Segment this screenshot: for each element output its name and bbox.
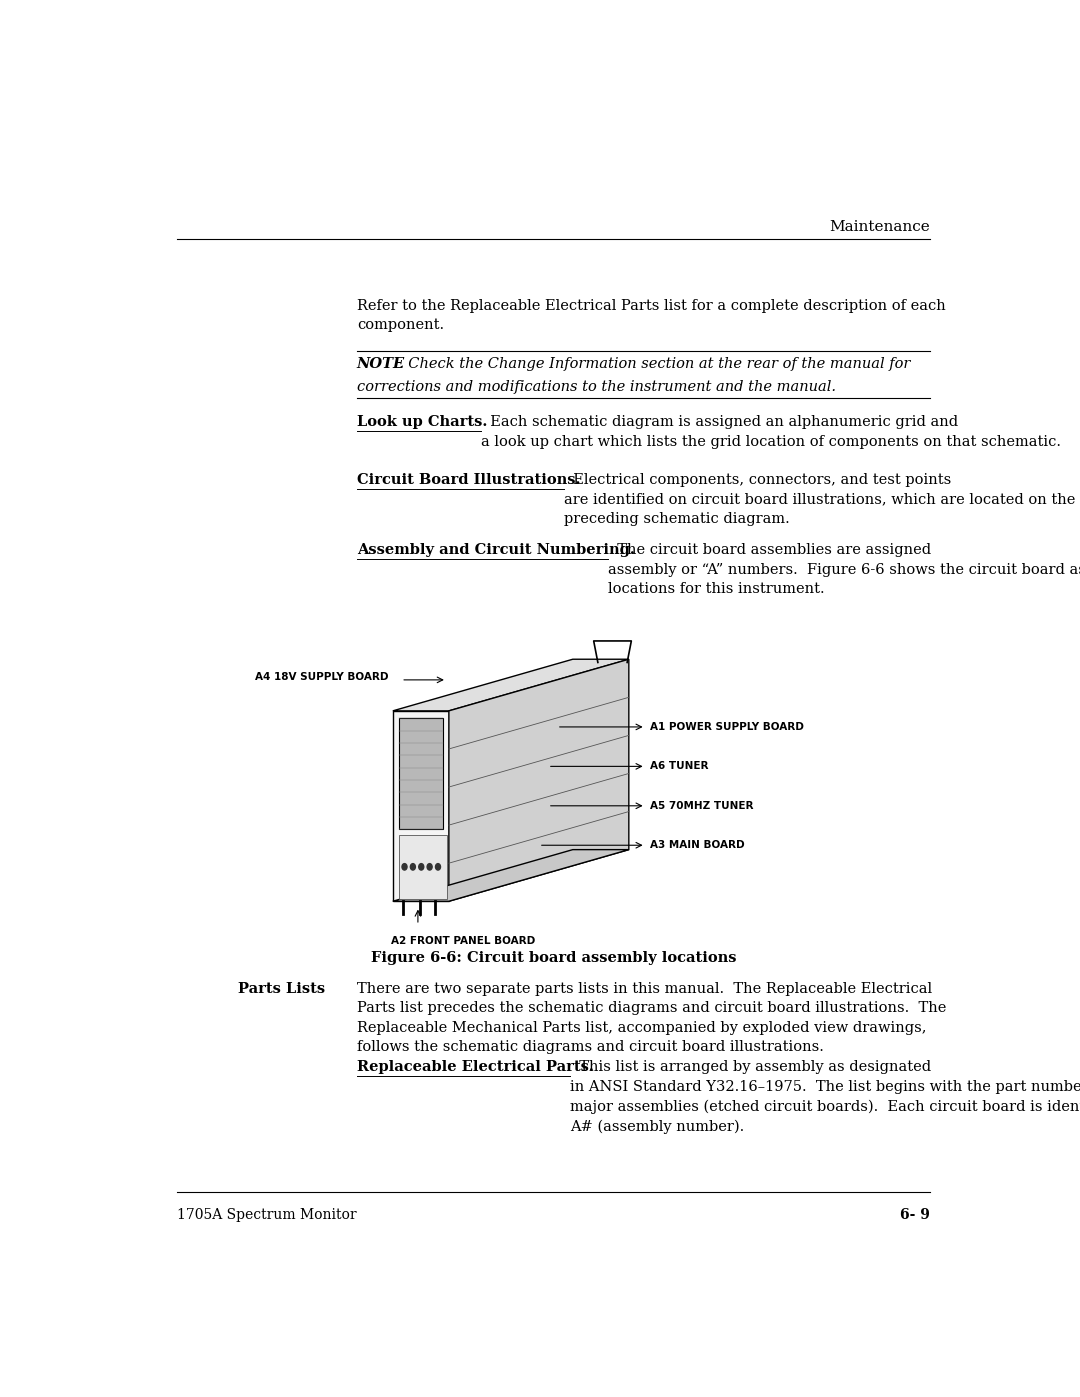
Circle shape [410, 863, 416, 870]
Text: 1705A Spectrum Monitor: 1705A Spectrum Monitor [177, 1208, 356, 1222]
Text: A1 POWER SUPPLY BOARD: A1 POWER SUPPLY BOARD [650, 722, 804, 732]
Text: NOTE: NOTE [356, 358, 405, 372]
Text: Figure 6-6: Circuit board assembly locations: Figure 6-6: Circuit board assembly locat… [370, 951, 737, 965]
Text: 6- 9: 6- 9 [901, 1208, 930, 1222]
Text: Assembly and Circuit Numbering.: Assembly and Circuit Numbering. [356, 543, 635, 557]
Circle shape [419, 863, 423, 870]
Text: Parts Lists: Parts Lists [238, 982, 325, 996]
Text: Circuit Board Illustrations.: Circuit Board Illustrations. [356, 474, 580, 488]
Polygon shape [400, 718, 443, 830]
Text: Maintenance: Maintenance [829, 221, 930, 235]
Circle shape [427, 863, 432, 870]
Text: The circuit board assemblies are assigned
assembly or “A” numbers.  Figure 6-6 s: The circuit board assemblies are assigne… [608, 543, 1080, 597]
Text: Look up Charts.: Look up Charts. [356, 415, 487, 429]
Text: Electrical components, connectors, and test points
are identified on circuit boa: Electrical components, connectors, and t… [564, 474, 1080, 527]
Circle shape [435, 863, 441, 870]
Text: Replaceable Electrical Parts.: Replaceable Electrical Parts. [356, 1060, 594, 1074]
Text: A3 MAIN BOARD: A3 MAIN BOARD [650, 840, 744, 851]
Text: This list is arranged by assembly as designated
in ANSI Standard Y32.16–1975.  T: This list is arranged by assembly as des… [570, 1060, 1080, 1134]
Polygon shape [393, 659, 629, 711]
Polygon shape [393, 711, 449, 901]
Polygon shape [393, 849, 629, 901]
Text: A6 TUNER: A6 TUNER [650, 761, 708, 771]
Text: Refer to the Replaceable Electrical Parts list for a complete description of eac: Refer to the Replaceable Electrical Part… [356, 299, 946, 332]
Text: There are two separate parts lists in this manual.  The Replaceable Electrical
P: There are two separate parts lists in th… [356, 982, 946, 1055]
Polygon shape [400, 834, 447, 900]
Polygon shape [449, 659, 629, 901]
Circle shape [402, 863, 407, 870]
Text: A4 18V SUPPLY BOARD: A4 18V SUPPLY BOARD [255, 672, 389, 682]
Text: A2 FRONT PANEL BOARD: A2 FRONT PANEL BOARD [391, 936, 536, 946]
Text: . Check the Change Information section at the rear of the manual for: . Check the Change Information section a… [399, 358, 910, 372]
Text: corrections and modifications to the instrument and the manual.: corrections and modifications to the ins… [356, 380, 836, 394]
Text: Each schematic diagram is assigned an alphanumeric grid and
a look up chart whic: Each schematic diagram is assigned an al… [481, 415, 1061, 448]
Text: A5 70MHZ TUNER: A5 70MHZ TUNER [650, 800, 753, 810]
